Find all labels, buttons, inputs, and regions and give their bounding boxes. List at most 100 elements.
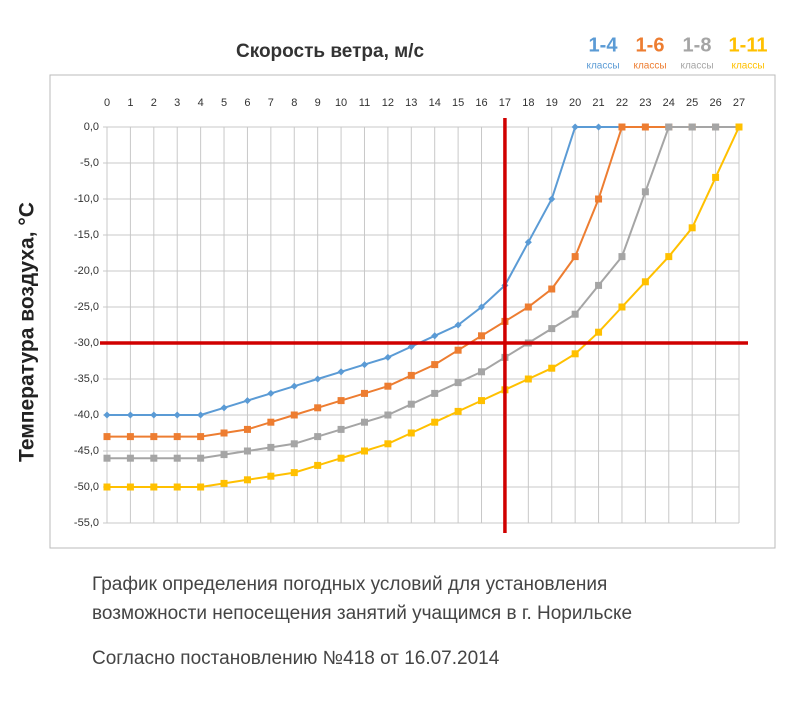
point: [454, 321, 462, 329]
y-tick-label: -30,0: [74, 337, 99, 349]
point: [243, 397, 251, 405]
point: [126, 433, 134, 441]
point: [290, 440, 298, 448]
point: [384, 353, 392, 361]
x-tick-label: 10: [335, 97, 347, 109]
point: [290, 411, 298, 419]
legend-label: 1-11: [729, 34, 768, 56]
x-tick-label: 27: [733, 97, 745, 109]
x-tick-label: 14: [429, 97, 441, 109]
x-tick-label: 8: [291, 97, 297, 109]
y-tick-label: -50,0: [74, 481, 99, 493]
point: [103, 433, 111, 441]
point: [243, 447, 251, 455]
point: [407, 343, 415, 351]
y-tick-label: -15,0: [74, 229, 99, 241]
x-tick-label: 19: [546, 97, 558, 109]
point: [337, 454, 345, 462]
point: [290, 469, 298, 477]
point: [407, 400, 415, 408]
y-tick-label: -45,0: [74, 445, 99, 457]
x-tick-label: 6: [244, 97, 250, 109]
point: [431, 332, 439, 340]
point: [243, 425, 251, 433]
point: [712, 123, 720, 131]
point: [431, 389, 439, 397]
point: [407, 429, 415, 437]
x-tick-label: 13: [405, 97, 417, 109]
y-tick-label: -20,0: [74, 265, 99, 277]
x-tick-label: 26: [709, 97, 721, 109]
point: [314, 433, 322, 441]
caption: возможности непосещения занятий учащимся…: [92, 603, 632, 624]
series-line: [107, 126, 740, 488]
caption: График определения погодных условий для …: [92, 574, 607, 595]
x-tick-label: 11: [359, 97, 370, 109]
x-tick-label: 17: [499, 97, 511, 109]
point: [688, 224, 696, 232]
point: [735, 123, 743, 131]
point: [548, 195, 556, 203]
point: [126, 483, 134, 491]
point: [314, 375, 322, 383]
x-tick-label: 20: [569, 97, 581, 109]
point: [618, 123, 626, 131]
chart-frame: [49, 74, 776, 549]
point: [384, 411, 392, 419]
point: [314, 404, 322, 412]
point: [220, 429, 228, 437]
y-tick-label: -40,0: [74, 409, 99, 421]
x-tick-label: 18: [522, 97, 534, 109]
legend-sublabel: классы: [586, 61, 619, 72]
point: [103, 411, 111, 419]
y-tick-label: -10,0: [74, 193, 99, 205]
y-tick-label: -5,0: [80, 157, 99, 169]
point: [548, 285, 556, 293]
chart-title: Скорость ветра, м/с: [236, 41, 424, 62]
point: [150, 483, 158, 491]
legend-sublabel: классы: [680, 61, 713, 72]
point: [641, 188, 649, 196]
point: [126, 411, 134, 419]
point: [454, 407, 462, 415]
point: [173, 411, 181, 419]
point: [290, 382, 298, 390]
point: [337, 368, 345, 376]
y-tick-label: -35,0: [74, 373, 99, 385]
point: [571, 310, 579, 318]
point: [618, 253, 626, 261]
x-tick-label: 12: [382, 97, 394, 109]
x-tick-label: 2: [151, 97, 157, 109]
x-tick-label: 25: [686, 97, 698, 109]
point: [641, 278, 649, 286]
legend-label: 1-8: [683, 34, 712, 56]
x-tick-label: 22: [616, 97, 628, 109]
legend-sublabel: классы: [731, 61, 764, 72]
legend-label: 1-4: [589, 34, 619, 56]
point: [267, 389, 275, 397]
point: [267, 472, 275, 480]
point: [360, 389, 368, 397]
point: [524, 375, 532, 383]
point: [431, 361, 439, 369]
x-tick-label: 23: [639, 97, 651, 109]
point: [103, 454, 111, 462]
point: [150, 454, 158, 462]
point: [618, 303, 626, 311]
x-tick-label: 7: [268, 97, 274, 109]
point: [337, 425, 345, 433]
point: [197, 433, 205, 441]
point: [384, 382, 392, 390]
x-tick-label: 16: [475, 97, 487, 109]
point: [360, 447, 368, 455]
point: [220, 451, 228, 459]
point: [360, 418, 368, 426]
point: [126, 454, 134, 462]
point: [150, 411, 158, 419]
point: [197, 483, 205, 491]
point: [220, 479, 228, 487]
x-tick-label: 5: [221, 97, 227, 109]
point: [595, 328, 603, 336]
point: [384, 440, 392, 448]
